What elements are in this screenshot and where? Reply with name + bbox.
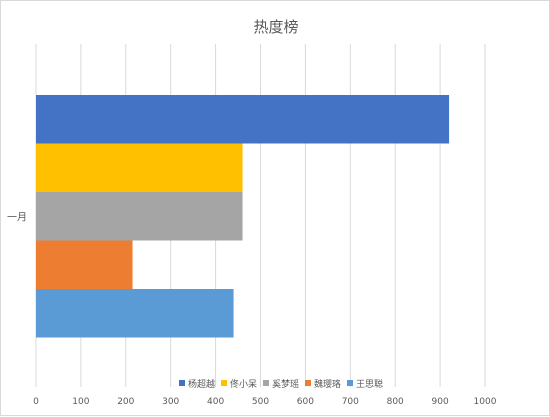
x-tick-label: 600 <box>297 397 314 407</box>
bar-3 <box>36 192 243 241</box>
bar-1 <box>36 95 450 144</box>
x-tick-label: 500 <box>252 397 269 407</box>
category-labels: 一月 <box>7 211 27 223</box>
x-tick-label: 700 <box>342 397 359 407</box>
x-tick-label: 1000 <box>474 397 497 407</box>
legend-swatch <box>305 380 311 386</box>
legend-swatch <box>347 380 353 386</box>
bars <box>36 95 450 338</box>
legend-swatch <box>221 380 227 386</box>
bar-5 <box>36 289 234 338</box>
legend-label: 杨超越 <box>188 378 215 390</box>
x-tick-label: 0 <box>33 397 39 407</box>
x-tick-label: 100 <box>72 397 89 407</box>
legend: 杨超越 佟小呆 奚梦瑶 魏璎珞 王思聪 <box>179 378 383 390</box>
x-tick-label: 800 <box>387 397 404 407</box>
legend-label: 王思聪 <box>356 378 383 390</box>
legend-label: 魏璎珞 <box>314 378 341 390</box>
bar-4 <box>36 240 133 289</box>
x-tick-label: 300 <box>162 397 179 407</box>
category-label: 一月 <box>7 211 27 223</box>
legend-swatch <box>179 380 185 386</box>
x-tick-label: 900 <box>432 397 449 407</box>
legend-label: 佟小呆 <box>230 378 257 390</box>
legend-swatch <box>263 380 269 386</box>
x-axis-ticks: 0 100 200 300 400 500 600 700 800 900 1000 <box>33 397 497 407</box>
x-tick-label: 200 <box>117 397 134 407</box>
chart-title: 热度榜 <box>253 18 298 36</box>
x-tick-label: 400 <box>207 397 224 407</box>
bar-2 <box>36 143 243 192</box>
legend-label: 奚梦瑶 <box>272 378 299 390</box>
